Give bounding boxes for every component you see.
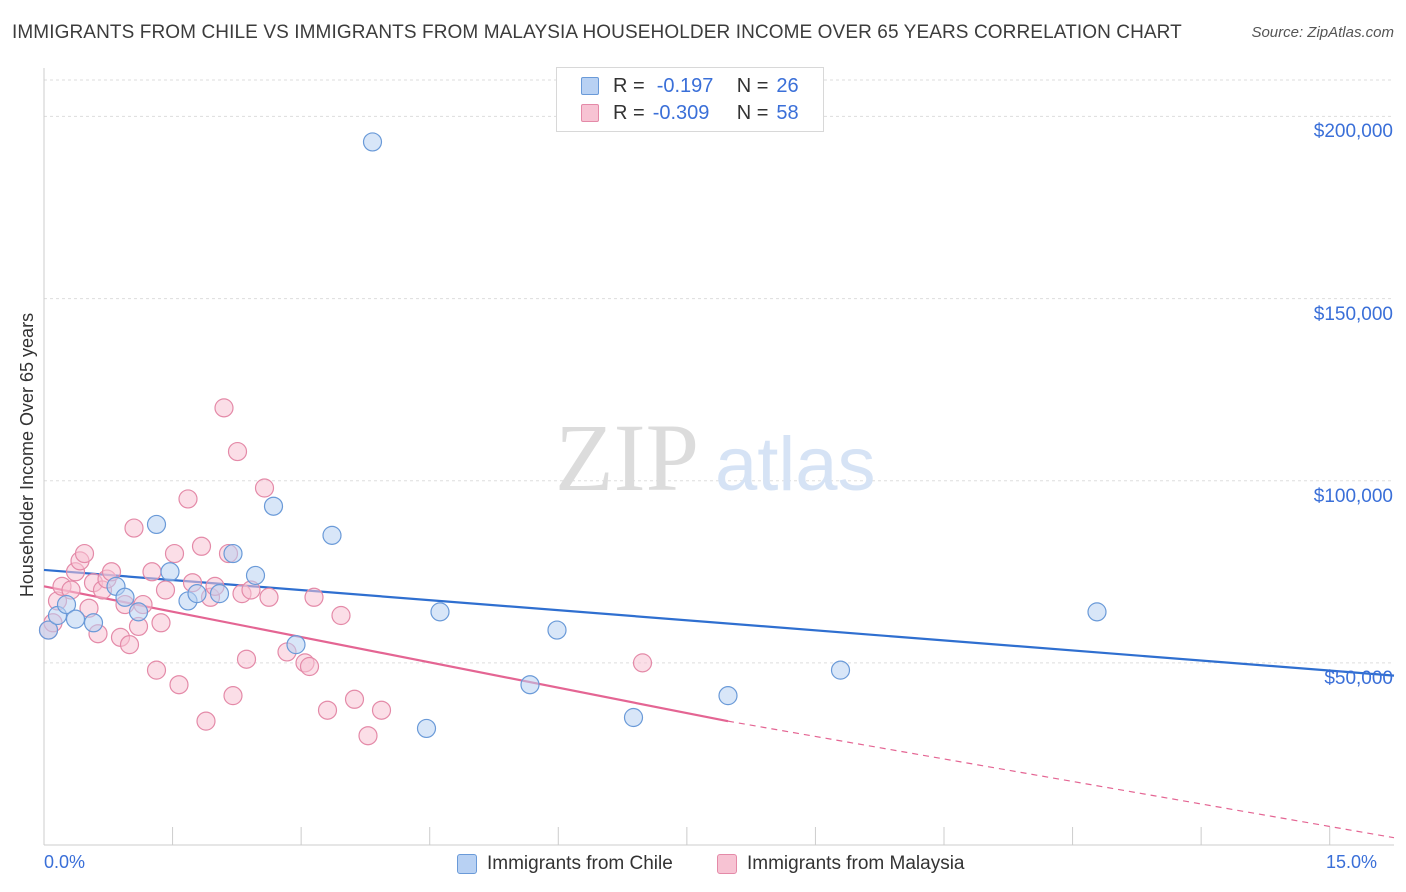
point-chile <box>830 660 851 680</box>
watermark: ZIP atlas <box>555 404 876 511</box>
watermark-atlas: atlas <box>715 422 876 507</box>
point-chile <box>187 584 207 604</box>
legend-row-malaysia: R = -0.309 N = 58 <box>581 100 799 126</box>
point-chile <box>146 514 167 535</box>
point-malaysia <box>371 700 392 720</box>
point-malaysia <box>254 478 275 498</box>
point-malaysia <box>331 605 351 626</box>
bottom-legend-swatch-chile <box>457 854 477 874</box>
point-malaysia <box>317 700 338 720</box>
bottom-legend-label-malaysia: Immigrants from Malaysia <box>747 853 965 874</box>
bottom-legend-label-chile: Immigrants from Chile <box>487 853 673 874</box>
point-chile <box>128 602 149 622</box>
point-chile <box>38 620 59 640</box>
y-axis-label: Householder Income Over 65 years <box>17 313 37 597</box>
point-chile <box>718 686 738 706</box>
point-chile <box>362 132 383 152</box>
bottom-legend-swatch-malaysia <box>717 854 737 874</box>
point-malaysia <box>227 441 248 462</box>
point-malaysia <box>124 518 144 538</box>
y-tick-label: $150,000 <box>1313 303 1393 325</box>
legend-r-key: R = <box>613 74 645 97</box>
point-malaysia <box>191 536 212 556</box>
point-chile <box>547 620 567 640</box>
point-chile <box>1087 602 1107 622</box>
legend-r-value: -0.309 <box>652 101 710 124</box>
legend-n-key: N = <box>736 74 769 97</box>
point-malaysia <box>164 543 185 564</box>
point-chile <box>263 496 284 516</box>
point-chile <box>520 675 540 695</box>
legend-swatch-malaysia <box>581 104 599 122</box>
point-malaysia <box>236 649 257 669</box>
point-chile <box>245 565 266 586</box>
point-malaysia <box>169 675 189 695</box>
point-malaysia <box>119 635 140 655</box>
point-chile <box>65 609 86 629</box>
watermark-zip: ZIP <box>555 404 699 511</box>
point-chile <box>83 613 104 633</box>
point-malaysia <box>358 726 378 746</box>
point-chile <box>322 525 342 545</box>
x-tick-label-min: 0.0% <box>44 852 86 872</box>
point-malaysia <box>299 656 320 677</box>
trend-line-malaysia <box>43 585 729 723</box>
source-credit: Source: ZipAtlas.com <box>1251 24 1394 41</box>
point-chile <box>160 562 180 582</box>
point-malaysia <box>344 689 365 709</box>
legend-swatch-chile <box>581 77 599 95</box>
point-malaysia <box>632 653 653 673</box>
point-malaysia <box>142 562 162 582</box>
point-malaysia <box>259 587 279 607</box>
chart-title: IMMIGRANTS FROM CHILE VS IMMIGRANTS FROM… <box>12 22 1182 43</box>
point-malaysia <box>151 613 171 633</box>
point-malaysia <box>146 660 167 680</box>
x-tick-label-max: 15.0% <box>1326 852 1378 872</box>
bottom-legend-malaysia: Immigrants from Malaysia <box>717 851 965 877</box>
point-malaysia <box>196 711 216 731</box>
y-tick-label: $100,000 <box>1313 485 1393 507</box>
point-malaysia <box>74 543 95 564</box>
legend-r-key: R = <box>613 101 645 124</box>
point-malaysia <box>178 489 198 509</box>
point-malaysia <box>155 580 176 600</box>
trend-line-chile <box>43 568 1395 677</box>
y-axis-label-container: Householder Income Over 65 years <box>17 313 37 597</box>
point-chile <box>115 587 135 607</box>
correlation-legend: R = -0.197 N = 26 R = -0.309 N = 58 <box>556 67 824 132</box>
point-chile <box>56 594 77 615</box>
point-chile <box>430 602 450 622</box>
point-malaysia <box>304 587 324 607</box>
point-malaysia <box>223 686 243 706</box>
trend-lines <box>43 568 1395 839</box>
legend-row-chile: R = -0.197 N = 26 <box>581 73 799 99</box>
data-points <box>38 132 1107 746</box>
point-chile <box>223 543 243 564</box>
y-tick-label: $50,000 <box>1324 667 1393 689</box>
axes <box>43 68 1394 846</box>
point-chile <box>286 635 306 655</box>
legend-r-value: -0.197 <box>656 74 714 97</box>
point-chile <box>416 718 437 739</box>
point-malaysia <box>214 398 234 418</box>
trend-line-extension-malaysia <box>727 720 1395 839</box>
y-tick-label: $200,000 <box>1313 121 1393 143</box>
legend-n-value: 26 <box>776 74 799 97</box>
bottom-legend-chile: Immigrants from Chile <box>457 851 673 877</box>
legend-n-value: 58 <box>776 101 799 124</box>
point-chile <box>623 707 644 728</box>
point-chile <box>209 584 230 604</box>
legend-n-key: N = <box>736 101 769 124</box>
